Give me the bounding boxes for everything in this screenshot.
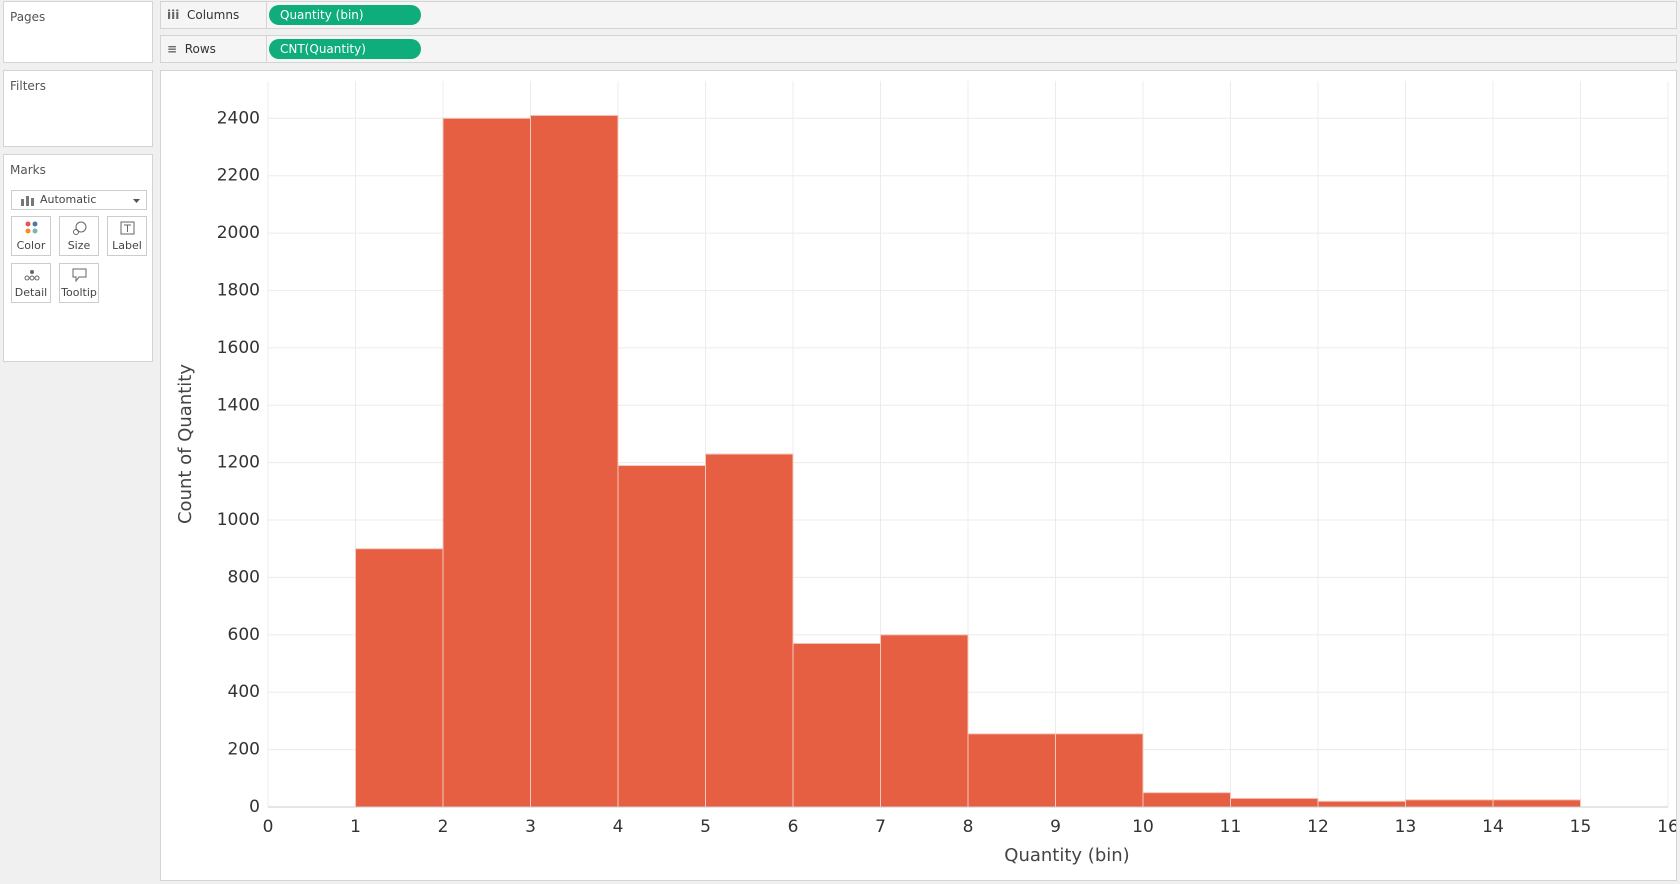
y-tick-label: 0 (249, 797, 260, 817)
columns-shelf: iii Columns Quantity (bin) (160, 1, 1677, 29)
x-tick-label: 11 (1220, 817, 1242, 837)
bar (530, 114, 619, 808)
x-tick-label: 6 (788, 817, 799, 837)
x-tick-label: 2 (438, 817, 449, 837)
rows-text: Rows (184, 42, 216, 56)
x-tick-label: 4 (613, 817, 624, 837)
y-tick-label: 1400 (217, 395, 260, 415)
x-tick-label: 3 (525, 817, 536, 837)
chart: Quantity (bin) Count of Quantity 0 200 400… (175, 81, 1679, 866)
bar (880, 634, 969, 808)
y-tick-label: 1800 (217, 280, 260, 300)
separator (266, 36, 267, 62)
bar (967, 733, 1056, 808)
y-tick-label: 2000 (217, 223, 260, 243)
x-tick-label: 7 (875, 817, 886, 837)
x-tick-label: 1 (350, 817, 361, 837)
dropdown-arrow (133, 199, 140, 203)
filters-card[interactable]: Filters (3, 70, 153, 147)
color-icon (25, 221, 38, 234)
columns-pill[interactable]: Quantity (bin) (269, 5, 421, 25)
x-tick-label: 15 (1570, 817, 1592, 837)
bar (1492, 799, 1581, 808)
tooltip-icon (72, 268, 87, 282)
button-label: Tooltip (61, 286, 97, 299)
button-label: Size (67, 239, 91, 252)
bar (1142, 792, 1231, 808)
columns-text: Columns (186, 8, 240, 22)
x-axis-title: Quantity (bin) (1004, 845, 1129, 866)
detail-icon (24, 270, 40, 281)
button-label: Color (16, 239, 46, 252)
y-tick-label: 600 (228, 625, 260, 645)
columns-label: iii Columns (167, 8, 240, 22)
detail-button[interactable]: Detail (11, 263, 51, 303)
button-label: Detail (14, 286, 48, 299)
x-tick-label: 0 (263, 817, 274, 837)
marks-title: Marks (10, 163, 46, 177)
bar (705, 453, 794, 808)
bar (355, 548, 444, 808)
size-icon (73, 221, 87, 235)
y-tick-label: 1600 (217, 338, 260, 358)
bar (617, 465, 706, 808)
y-axis-title: Count of Quantity (175, 364, 196, 524)
x-tick-label: 8 (963, 817, 974, 837)
filters-title: Filters (10, 79, 46, 93)
bar (1405, 799, 1494, 808)
color-button[interactable]: Color (11, 216, 51, 256)
rows-shelf: ≡ Rows CNT(Quantity) (160, 35, 1677, 63)
x-tick-label: 14 (1482, 817, 1504, 837)
y-tick-label: 800 (228, 567, 260, 587)
y-tick-label: 400 (228, 682, 260, 702)
x-tick-label: 12 (1307, 817, 1329, 837)
size-button[interactable]: Size (59, 216, 99, 256)
rows-label: ≡ Rows (167, 42, 216, 56)
tooltip-button[interactable]: Tooltip (59, 263, 99, 303)
label-button[interactable]: Label (107, 216, 147, 256)
bar (442, 117, 531, 808)
label-icon (120, 221, 135, 235)
bar (1055, 733, 1144, 808)
bar (792, 642, 881, 808)
mark-type: Automatic (40, 193, 97, 206)
y-tick-label: 1200 (217, 453, 260, 473)
y-tick-label: 2400 (217, 108, 260, 128)
x-tick-label: 9 (1050, 817, 1061, 837)
button-label: Label (112, 239, 142, 252)
x-tick-label: 10 (1132, 817, 1154, 837)
pages-card: Pages (3, 1, 153, 63)
mark-type-dropdown[interactable]: Automatic (11, 190, 147, 210)
chart-panel: Quantity (bin) Count of Quantity 0 200 400… (160, 70, 1679, 881)
x-tick-label: 13 (1395, 817, 1417, 837)
x-tick-label: 5 (700, 817, 711, 837)
y-tick-label: 1000 (217, 510, 260, 530)
separator (266, 2, 267, 28)
y-tick-label: 200 (228, 740, 260, 760)
marks-card: Marks Automatic Color Size Label Detail … (3, 154, 153, 362)
y-tick-label: 2200 (217, 166, 260, 186)
rows-pill[interactable]: CNT(Quantity) (269, 39, 421, 59)
x-tick-label: 16 (1657, 817, 1676, 837)
bar-icon (21, 196, 34, 206)
bar (1317, 800, 1406, 808)
bar (1230, 797, 1319, 808)
pages-title: Pages (10, 10, 46, 24)
